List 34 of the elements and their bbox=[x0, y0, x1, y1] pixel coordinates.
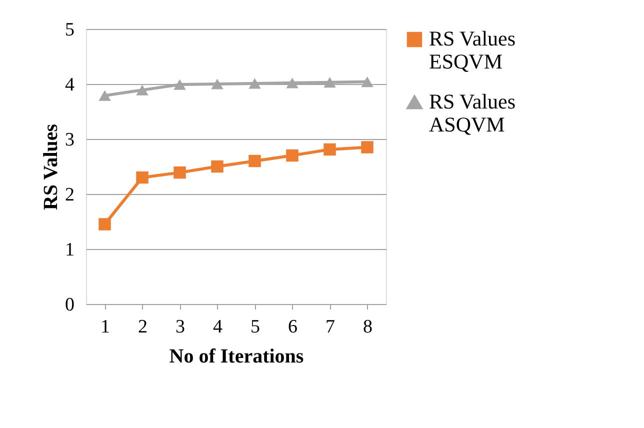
point bbox=[174, 79, 186, 90]
y-axis-title: RS Values bbox=[40, 124, 62, 210]
x-tick-label: 8 bbox=[363, 316, 372, 338]
point bbox=[98, 90, 111, 101]
point bbox=[211, 78, 224, 90]
x-tick-label: 3 bbox=[176, 316, 185, 338]
y-tick-label: 5 bbox=[65, 20, 74, 40]
x-tick-label: 7 bbox=[326, 316, 335, 338]
point bbox=[248, 78, 261, 89]
point bbox=[286, 78, 298, 88]
x-tick-label: 1 bbox=[100, 316, 110, 338]
point bbox=[248, 154, 261, 168]
point bbox=[174, 166, 186, 179]
legend-label: RS Values ESQVM bbox=[429, 26, 516, 74]
point bbox=[361, 76, 374, 88]
x-tick-label: 2 bbox=[138, 316, 148, 338]
x-tick-label: 6 bbox=[288, 316, 298, 338]
y-tick-label: 0 bbox=[65, 294, 74, 316]
point bbox=[324, 77, 336, 88]
y-tick-label: 3 bbox=[65, 130, 74, 150]
x-axis-title: No of Iterations bbox=[169, 346, 304, 368]
x-tick-label: 4 bbox=[213, 316, 223, 338]
point bbox=[211, 160, 224, 173]
point bbox=[98, 218, 111, 230]
point bbox=[286, 149, 298, 162]
point bbox=[324, 143, 336, 156]
legend-label: RS Values ASQVM bbox=[429, 90, 516, 136]
y-tick-label: 4 bbox=[65, 74, 75, 96]
x-tick-label: 5 bbox=[250, 316, 260, 338]
y-tick-label: 2 bbox=[65, 184, 74, 206]
point bbox=[136, 171, 148, 184]
point bbox=[136, 84, 148, 96]
point bbox=[361, 141, 374, 154]
y-tick-label: 1 bbox=[65, 240, 74, 260]
